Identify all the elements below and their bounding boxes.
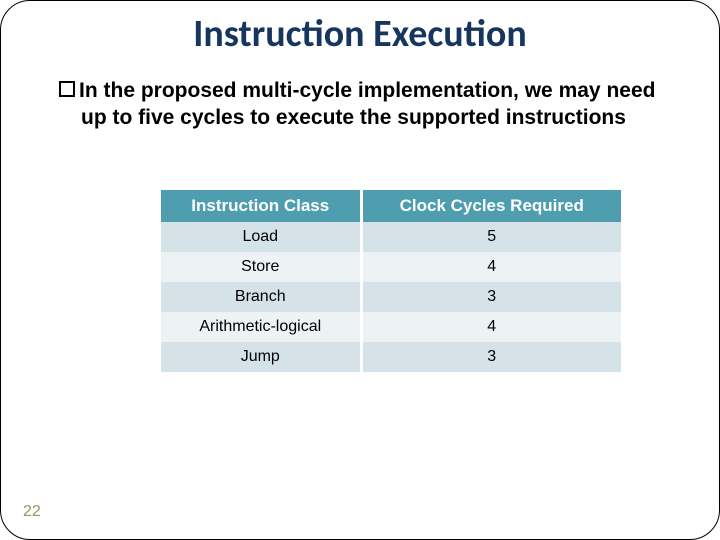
table-cell: 3 bbox=[361, 342, 621, 372]
table-cell: Store bbox=[161, 252, 361, 282]
page-number: 22 bbox=[23, 503, 41, 521]
table-cell: Load bbox=[161, 222, 361, 252]
table-cell: Arithmetic-logical bbox=[161, 312, 361, 342]
table-cell: 3 bbox=[361, 282, 621, 312]
table-header-cell: Clock Cycles Required bbox=[361, 190, 621, 222]
page-title: Instruction Execution bbox=[41, 11, 679, 57]
table-cell: 5 bbox=[361, 222, 621, 252]
table-header-row: Instruction Class Clock Cycles Required bbox=[161, 190, 621, 222]
body-text-content: In the proposed multi-cycle implementati… bbox=[79, 79, 655, 129]
table-cell: Branch bbox=[161, 282, 361, 312]
table-row: Arithmetic-logical 4 bbox=[161, 312, 621, 342]
instruction-table: Instruction Class Clock Cycles Required … bbox=[161, 190, 621, 372]
bullet-icon bbox=[59, 81, 75, 97]
table-cell: 4 bbox=[361, 312, 621, 342]
table-header-cell: Instruction Class bbox=[161, 190, 361, 222]
table-cell: Jump bbox=[161, 342, 361, 372]
table-row: Jump 3 bbox=[161, 342, 621, 372]
table-cell: 4 bbox=[361, 252, 621, 282]
slide-container: Instruction Execution In the proposed mu… bbox=[0, 0, 720, 540]
table-row: Store 4 bbox=[161, 252, 621, 282]
body-paragraph: In the proposed multi-cycle implementati… bbox=[59, 77, 669, 132]
table-row: Branch 3 bbox=[161, 282, 621, 312]
table-row: Load 5 bbox=[161, 222, 621, 252]
table-wrapper: Instruction Class Clock Cycles Required … bbox=[161, 190, 679, 372]
